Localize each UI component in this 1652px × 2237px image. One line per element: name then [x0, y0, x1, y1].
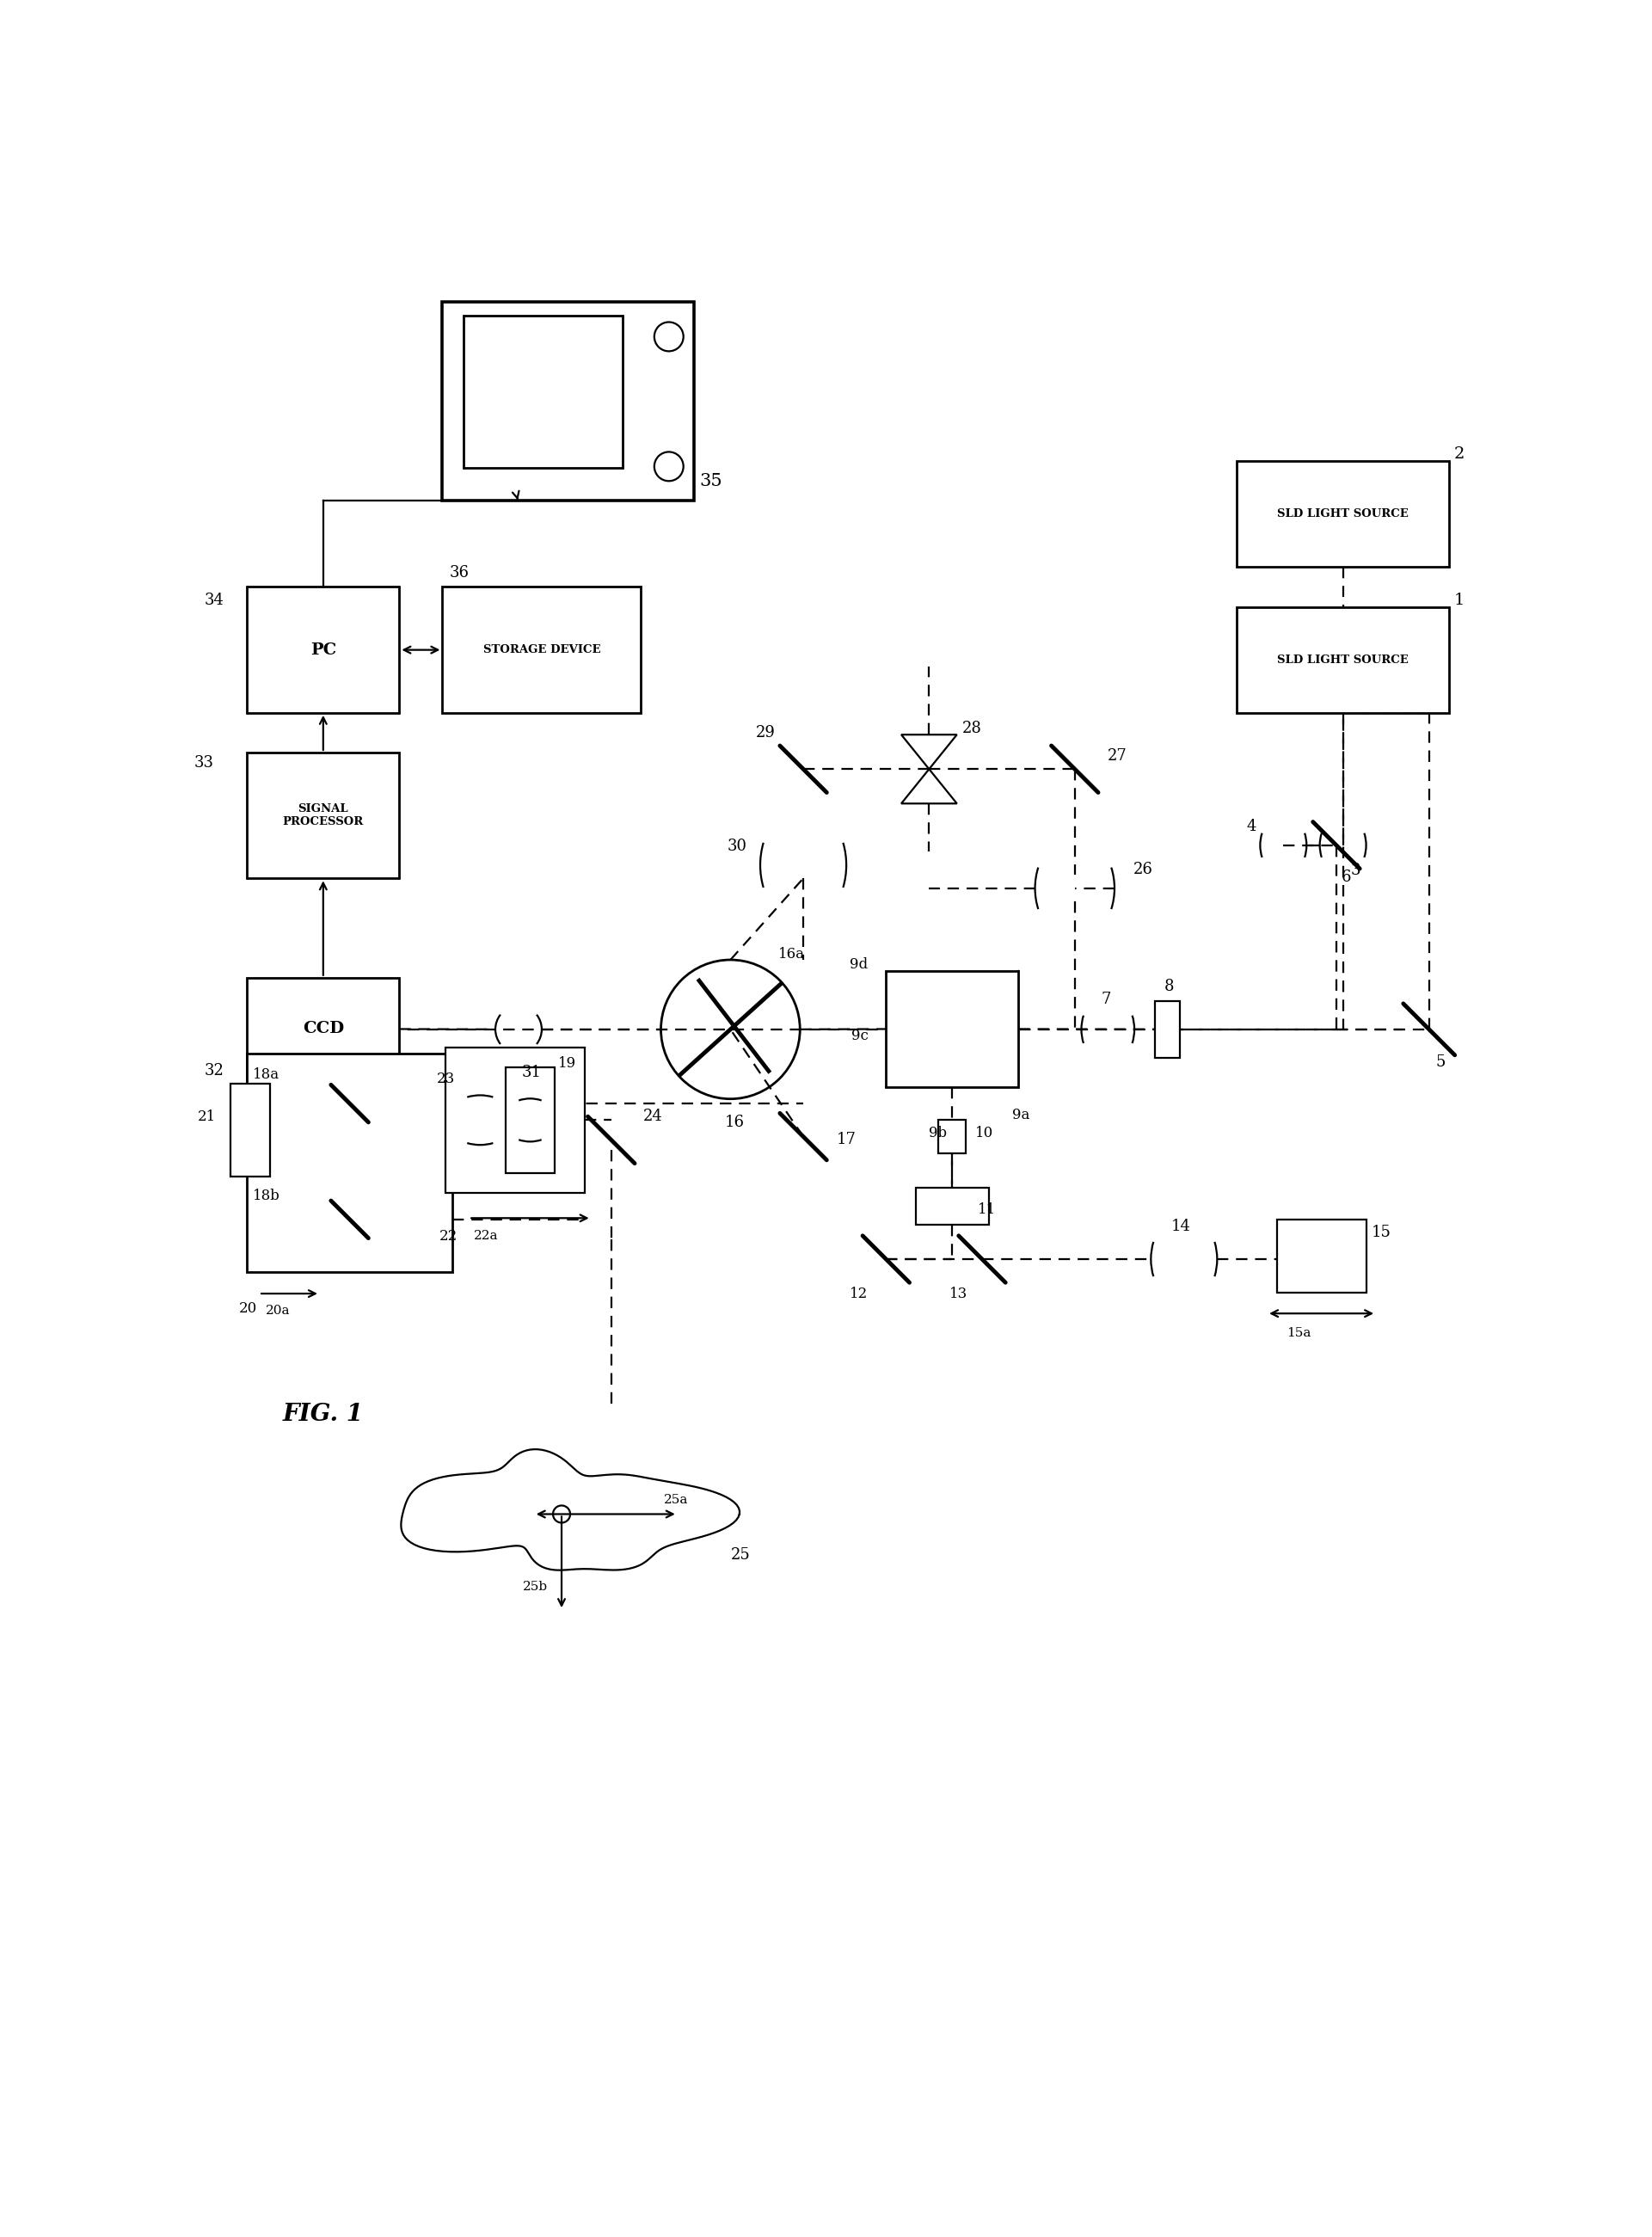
Bar: [464, 315, 623, 468]
Bar: [506, 1067, 555, 1172]
Text: 25b: 25b: [524, 1582, 548, 1593]
Bar: [885, 971, 1019, 1087]
Text: 2: 2: [1454, 447, 1465, 463]
Bar: [915, 1188, 988, 1224]
Text: 32: 32: [203, 1063, 223, 1078]
Bar: [1277, 1219, 1366, 1293]
Text: 18a: 18a: [253, 1067, 279, 1083]
Text: 22a: 22a: [474, 1230, 497, 1242]
Text: 28: 28: [961, 720, 981, 736]
Text: 3: 3: [1351, 863, 1361, 879]
Text: SIGNAL
PROCESSOR: SIGNAL PROCESSOR: [282, 803, 363, 828]
Text: 34: 34: [203, 593, 223, 608]
Text: 11: 11: [978, 1201, 996, 1217]
Text: 13: 13: [948, 1286, 966, 1302]
Bar: [1237, 461, 1449, 568]
Text: 6: 6: [1341, 870, 1351, 886]
Bar: [938, 1121, 966, 1154]
Bar: [1155, 1002, 1180, 1058]
Text: 9b: 9b: [928, 1125, 947, 1141]
Text: 8: 8: [1165, 980, 1175, 995]
Text: 9d: 9d: [849, 957, 867, 971]
Text: 23: 23: [438, 1072, 456, 1087]
Text: 22: 22: [439, 1228, 458, 1244]
Text: STORAGE DEVICE: STORAGE DEVICE: [482, 644, 600, 655]
Text: 36: 36: [449, 564, 469, 579]
Text: 12: 12: [849, 1286, 867, 1302]
Text: 33: 33: [193, 754, 213, 770]
Text: 14: 14: [1171, 1219, 1191, 1235]
Bar: [248, 1054, 453, 1273]
Text: 9c: 9c: [852, 1029, 869, 1042]
Text: 31: 31: [522, 1065, 542, 1080]
Text: 5: 5: [1436, 1054, 1446, 1069]
Bar: [443, 302, 694, 501]
Bar: [231, 1083, 271, 1177]
Text: 29: 29: [755, 725, 775, 740]
Text: 18b: 18b: [253, 1188, 279, 1204]
Text: FIG. 1: FIG. 1: [282, 1403, 363, 1427]
Text: 15: 15: [1371, 1226, 1391, 1239]
Text: 20: 20: [240, 1302, 258, 1315]
Bar: [443, 586, 641, 714]
Text: 21: 21: [197, 1110, 216, 1123]
Text: SLD LIGHT SOURCE: SLD LIGHT SOURCE: [1277, 508, 1409, 519]
Text: 27: 27: [1108, 747, 1127, 763]
Text: 30: 30: [727, 839, 747, 855]
Text: 4: 4: [1247, 819, 1257, 834]
Text: 19: 19: [558, 1056, 577, 1072]
Text: 15a: 15a: [1287, 1327, 1312, 1340]
Text: 1: 1: [1454, 593, 1465, 608]
Text: 7: 7: [1102, 991, 1112, 1007]
Text: PC: PC: [311, 642, 337, 658]
Bar: [1237, 606, 1449, 714]
Text: 35: 35: [699, 472, 722, 490]
Bar: [248, 978, 400, 1080]
Text: 24: 24: [643, 1110, 662, 1125]
Text: 10: 10: [975, 1125, 995, 1141]
Text: 16a: 16a: [778, 946, 805, 962]
Text: 25: 25: [730, 1548, 750, 1564]
Text: 16: 16: [725, 1114, 745, 1130]
Text: 9a: 9a: [1013, 1107, 1029, 1123]
Bar: [248, 586, 400, 714]
Bar: [446, 1047, 585, 1192]
Text: 17: 17: [836, 1132, 856, 1148]
Text: 20a: 20a: [266, 1304, 291, 1318]
Text: SLD LIGHT SOURCE: SLD LIGHT SOURCE: [1277, 653, 1409, 664]
Text: CCD: CCD: [302, 1022, 344, 1036]
Text: 26: 26: [1133, 861, 1153, 877]
Text: 25a: 25a: [664, 1494, 689, 1506]
Bar: [248, 752, 400, 879]
